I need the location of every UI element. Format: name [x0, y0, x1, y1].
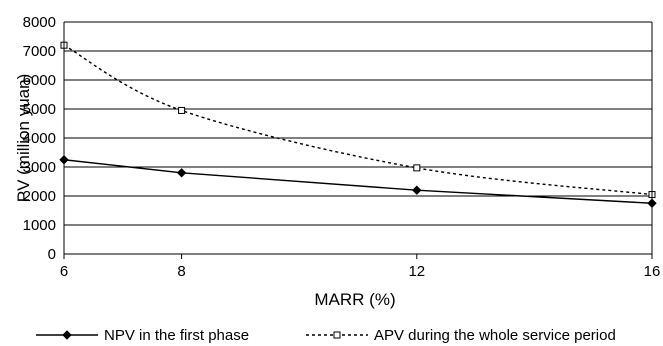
- data-point-series-1: [412, 185, 422, 195]
- data-point-series-2: [178, 106, 186, 114]
- y-tick-label: 4000: [23, 130, 56, 147]
- y-tick-label: 8000: [23, 14, 56, 31]
- legend-label-1: NPV in the first phase: [104, 327, 249, 344]
- x-axis-label: MARR (%): [314, 290, 395, 309]
- y-tick-label: 0: [48, 246, 56, 263]
- y-tick-label: 6000: [23, 72, 56, 89]
- series-line-2: [63, 44, 653, 196]
- data-point-series-1: [176, 168, 187, 178]
- series-group: [59, 41, 657, 208]
- legend-marker-1: [62, 330, 72, 340]
- legend: NPV in the first phase APV during the who…: [36, 327, 616, 344]
- x-tick-labels: 6 8 12 16: [60, 254, 661, 280]
- y-tick-label: 7000: [23, 43, 56, 60]
- y-tick-label: 3000: [23, 159, 56, 176]
- y-tick-label: 2000: [23, 188, 56, 205]
- y-tick-label: 5000: [23, 101, 56, 118]
- x-tick-label: 8: [177, 263, 185, 280]
- legend-marker-2: [333, 331, 341, 339]
- legend-label-2: APV during the whole service period: [374, 327, 616, 344]
- y-tick-label: 1000: [23, 217, 56, 234]
- x-tick-label: 12: [408, 263, 425, 280]
- plot-frame: [63, 22, 653, 254]
- y-axis-label: PV (million yuan): [14, 74, 33, 203]
- series-line-1: [63, 159, 653, 204]
- data-point-series-2: [413, 164, 421, 172]
- x-tick-label: 16: [644, 263, 661, 280]
- y-tick-labels: 0 1000 2000 3000 4000 5000 6000 7000 8000: [23, 14, 56, 263]
- grid-lines: [64, 21, 652, 255]
- x-tick-label: 6: [60, 263, 68, 280]
